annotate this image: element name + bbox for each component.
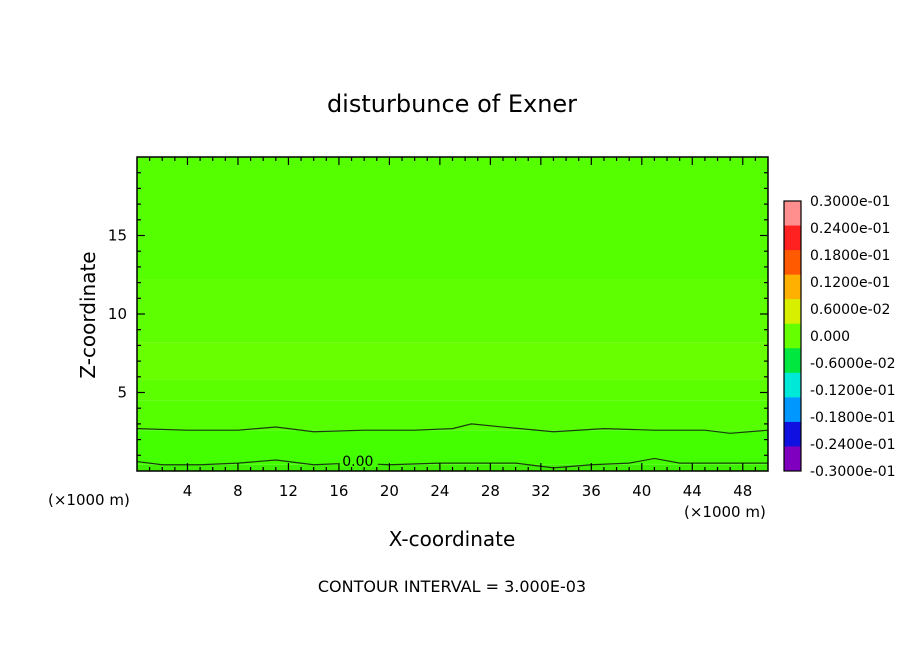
x-tick-label: 20 [380,482,399,500]
colorbar-label: 0.2400e-01 [810,221,890,237]
colorbar-label: -0.1800e-01 [810,410,896,426]
x-axis-label: X-coordinate [389,527,516,551]
y-tick-label: 15 [108,227,127,245]
y-axis-label: Z-coordinate [76,251,100,378]
field-band-3 [137,379,768,401]
x-tick-label: 44 [683,482,702,500]
field-band-6 [137,157,768,280]
colorbar-swatch [784,274,801,300]
x-axis: 4 8 12 16 20 24 28 32 36 40 44 48 [149,157,756,500]
x-tick-label: 4 [183,482,193,500]
colorbar-swatch [784,225,801,251]
colorbar-label: -0.1200e-01 [810,383,896,399]
colorbar-swatch [784,250,801,276]
y-tick-label: 10 [108,305,127,323]
colorbar: 0.3000e-01 0.2400e-01 0.1800e-01 0.1200e-01… [783,194,896,480]
colorbar-frame [783,200,802,472]
colorbar-label: 0.1200e-01 [810,275,890,291]
colorbar-swatch [784,201,801,227]
colorbar-swatch [784,397,801,423]
y-tick-label: 5 [117,384,127,402]
contour-layer: 0.00 [136,423,769,470]
x-unit-left: (×1000 m) [48,491,130,509]
colorbar-swatch [784,299,801,325]
colorbar-swatch [784,372,801,398]
x-tick-label: 16 [329,482,348,500]
colorbar-swatch [784,348,801,374]
colorbar-swatch [784,323,801,349]
x-tick-label: 28 [481,482,500,500]
x-tick-label: 8 [233,482,243,500]
field-layer [137,157,768,471]
x-tick-label: 32 [531,482,550,500]
contour-line-1 [136,457,768,469]
colorbar-label: 0.6000e-02 [810,302,890,318]
colorbar-label: 0.1800e-01 [810,248,890,264]
x-tick-label: 12 [279,482,298,500]
field-band-4 [137,342,768,380]
contour-interval-label: CONTOUR INTERVAL = 3.000E-03 [318,577,586,596]
contour-label-bg [337,454,378,468]
x-tick-label: 24 [430,482,449,500]
x-tick-label: 48 [733,482,752,500]
x-tick-label: 40 [632,482,651,500]
colorbar-swatch [784,446,801,472]
colorbar-label: -0.3000e-01 [810,464,896,480]
colorbar-label: -0.2400e-01 [810,437,896,453]
colorbar-label: -0.6000e-02 [810,356,896,372]
y-axis: 5 10 15 [108,172,768,456]
colorbar-label: 0.000 [810,329,850,345]
colorbar-label: 0.3000e-01 [810,194,890,210]
field-band-2 [137,400,768,431]
x-tick-label: 36 [582,482,601,500]
colorbar-swatch [784,421,801,447]
field-band-5 [137,279,768,343]
contour-label: 0.00 [342,454,373,470]
x-unit-right: (×1000 m) [684,503,766,521]
field-band-1 [137,430,768,465]
chart-title: disturbunce of Exner [327,90,577,118]
contour-line-0 [136,423,769,434]
